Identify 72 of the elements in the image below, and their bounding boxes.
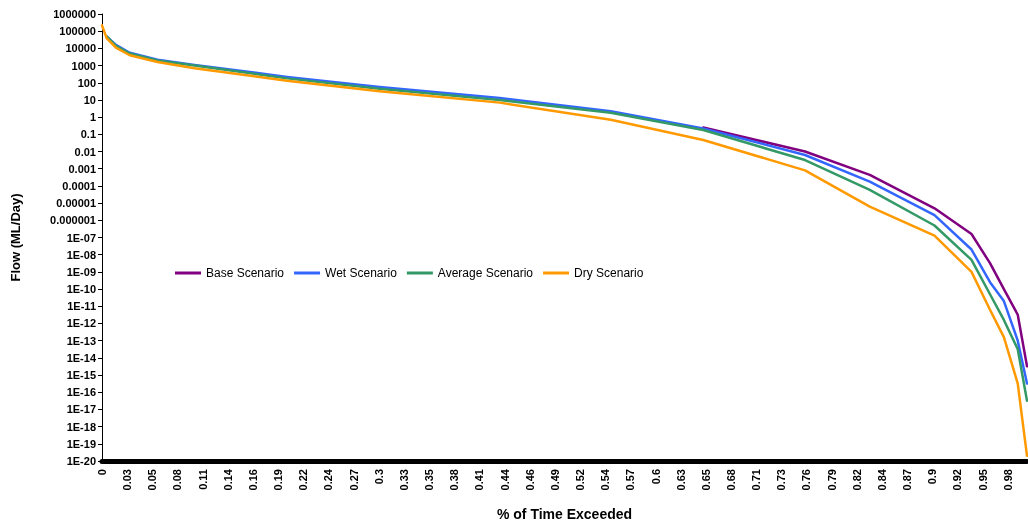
x-tick-label: 0.33	[397, 469, 410, 491]
x-tick-label: 0.54	[599, 468, 612, 491]
x-tick-label: 0.24	[322, 468, 335, 491]
legend-label: Average Scenario	[437, 266, 534, 280]
x-tick-label: 0.38	[448, 469, 461, 491]
x-tick-label: 0.71	[750, 469, 763, 491]
x-tick-label: 0.84	[875, 468, 888, 491]
x-tick-label: 0.79	[825, 469, 838, 491]
x-tick-label: 0.9	[926, 469, 939, 485]
y-tick-label: 1E-09	[66, 265, 96, 278]
x-tick-label: 0.73	[775, 469, 788, 491]
y-tick-label: 1E-17	[66, 403, 96, 416]
x-tick-label: 0.03	[121, 469, 134, 491]
x-tick-label: 0.87	[901, 469, 914, 491]
x-tick-label: 0.16	[246, 469, 259, 491]
y-tick-label: 1E-15	[66, 369, 96, 382]
y-tick-label: 1E-08	[66, 248, 96, 261]
x-tick-label: 0.92	[951, 469, 964, 491]
x-axis-title: % of Time Exceeded	[496, 506, 633, 522]
y-tick-label: 1E-16	[66, 386, 96, 399]
x-tick-label: 0.95	[976, 469, 989, 491]
y-tick-label: 1E-18	[66, 420, 96, 433]
x-tick-label: 0.82	[850, 469, 863, 491]
x-tick-label: 0.63	[674, 469, 687, 491]
x-tick-label: 0.27	[347, 469, 360, 491]
x-tick-label: 0	[96, 469, 108, 476]
x-tick-label: 0.14	[221, 468, 234, 491]
y-tick-label: 1000	[71, 59, 96, 72]
x-tick-label: 0.44	[498, 468, 511, 491]
y-tick-label: 1	[89, 111, 96, 124]
y-tick-label: 1E-14	[66, 351, 97, 364]
y-axis-title: Flow (ML/Day)	[8, 193, 23, 282]
y-tick-label: 0.01	[74, 145, 96, 158]
y-tick-label: 1E-11	[67, 300, 96, 313]
y-tick-label: 100000	[59, 25, 96, 38]
y-tick-label: 1E-07	[66, 231, 96, 244]
x-tick-label: 0.46	[523, 469, 536, 491]
x-tick-label: 0.41	[473, 469, 486, 491]
x-tick-label: 0.65	[699, 469, 712, 491]
y-tick-label: 1E-19	[66, 437, 96, 450]
x-tick-label: 0.05	[146, 469, 159, 491]
x-tick-label: 0.68	[725, 469, 737, 491]
y-tick-label: 10000	[65, 42, 96, 55]
x-tick-label: 0.76	[800, 469, 813, 491]
x-tick-label: 0.11	[196, 469, 209, 490]
y-tick-label: 1000000	[53, 8, 96, 20]
y-tick-label: 0.000001	[50, 214, 96, 227]
x-tick-label: 0.49	[548, 469, 561, 491]
line-series	[702, 126, 1028, 368]
y-tick-label: 1E-12	[66, 317, 96, 330]
y-tick-label: 0.1	[80, 128, 96, 141]
y-tick-label: 1E-20	[66, 455, 96, 467]
y-tick-label: 100	[77, 76, 96, 89]
x-tick-label: 0.19	[272, 469, 285, 491]
x-tick-label: 0.3	[372, 469, 385, 485]
y-tick-label: 1E-13	[66, 334, 96, 347]
y-tick-label: 10	[83, 93, 96, 106]
y-tick-label: 1E-10	[66, 283, 96, 296]
x-tick-label: 0.52	[574, 469, 587, 491]
y-tick-label: 0.001	[68, 162, 96, 175]
legend-label: Dry Scenario	[574, 266, 644, 280]
x-tick-label: 0.22	[297, 469, 310, 491]
x-tick-label: 0.57	[624, 469, 637, 491]
legend-label: Wet Scenario	[325, 266, 398, 280]
x-tick-label: 0.6	[649, 469, 662, 485]
y-tick-label: 0.0001	[62, 179, 96, 192]
line-series	[100, 24, 1028, 458]
x-tick-label: 0.08	[171, 469, 184, 491]
x-tick-label: 0.98	[1001, 469, 1014, 491]
y-tick-label: 0.00001	[56, 197, 96, 210]
legend-label: Base Scenario	[206, 266, 285, 280]
x-tick-label: 0.35	[423, 469, 436, 491]
